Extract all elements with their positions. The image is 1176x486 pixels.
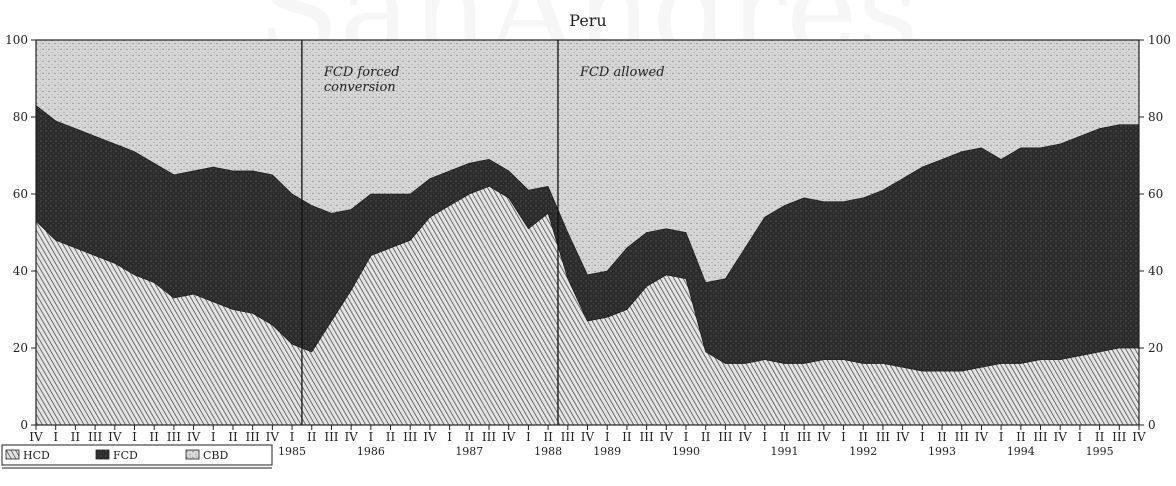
annotation-text: FCD forced [323, 65, 400, 80]
period-dividers [301, 40, 559, 425]
y-tick-label-right: 100 [1148, 33, 1171, 47]
year-label: 1992 [849, 445, 877, 458]
x-tick-label: III [797, 430, 811, 444]
y-tick-label-left: 40 [13, 264, 28, 278]
x-tick-label: IV [266, 430, 280, 444]
y-tick-label-left: 80 [13, 110, 28, 124]
y-tick-label-left: 0 [20, 418, 28, 432]
x-tick-label: III [639, 430, 653, 444]
x-tick-label: II [228, 430, 238, 444]
legend-label-fcd: FCD [113, 449, 138, 462]
x-tick-label: IV [738, 430, 752, 444]
x-tick-label: III [1033, 430, 1047, 444]
x-tick-label: IV [581, 430, 595, 444]
legend: HCD FCD CBD [1, 444, 273, 469]
x-tick-label: I [53, 430, 58, 444]
x-tick-label: II [307, 430, 317, 444]
x-tick-label: II [1016, 430, 1026, 444]
x-tick-label: IV [896, 430, 910, 444]
x-tick-label: IV [423, 430, 437, 444]
x-tick-label: II [780, 430, 790, 444]
x-tick-label: II [1095, 430, 1105, 444]
legend-label-hcd: HCD [23, 449, 50, 462]
x-tick-label: II [859, 430, 869, 444]
year-label: 1991 [770, 445, 798, 458]
x-tick-label: I [841, 430, 846, 444]
x-tick-label: IV [1132, 430, 1146, 444]
x-tick-label: IV [187, 430, 201, 444]
x-tick-label: II [386, 430, 396, 444]
x-tick-label: III [1112, 430, 1126, 444]
x-tick-label: I [368, 430, 373, 444]
y-axis-left: 0 20 40 60 80 100 [5, 33, 36, 432]
x-tick-label: II [71, 430, 81, 444]
year-label: 1985 [278, 445, 306, 458]
x-tick-label: III [876, 430, 890, 444]
legend-box [1, 444, 273, 466]
year-label: 1988 [534, 445, 562, 458]
year-label: 1989 [593, 445, 621, 458]
x-tick-label: I [211, 430, 216, 444]
legend-swatch-cbd [185, 449, 200, 460]
x-tick-label: III [167, 430, 181, 444]
legend-swatch-hcd [5, 449, 20, 460]
x-tick-label: III [324, 430, 338, 444]
x-tick-label: I [1078, 430, 1083, 444]
x-tick-label: I [447, 430, 452, 444]
x-tick-label: III [561, 430, 575, 444]
year-label: 1993 [928, 445, 956, 458]
x-tick-label: II [937, 430, 947, 444]
x-tick-label: II [701, 430, 711, 444]
x-tick-label: II [465, 430, 475, 444]
y-tick-label-right: 80 [1148, 110, 1163, 124]
x-tick-label: IV [817, 430, 831, 444]
annotation-text: FCD allowed [579, 65, 665, 80]
year-label: 1994 [1007, 445, 1035, 458]
y-tick-label-left: 60 [13, 187, 28, 201]
x-tick-label: I [762, 430, 767, 444]
x-tick-label: III [88, 430, 102, 444]
legend-swatch-fcd [95, 449, 110, 460]
x-tick-label: IV [108, 430, 122, 444]
x-tick-label: III [482, 430, 496, 444]
stacked-areas [35, 39, 1140, 426]
x-tick-label: IV [1054, 430, 1068, 444]
legend-label-cbd: CBD [203, 449, 229, 462]
year-label: 1990 [672, 445, 700, 458]
x-tick-label: IV [344, 430, 358, 444]
x-tick-label: I [920, 430, 925, 444]
x-tick-label: II [149, 430, 159, 444]
y-tick-label-right: 40 [1148, 264, 1163, 278]
x-tick-label: IV [29, 430, 43, 444]
x-tick-label: IV [660, 430, 674, 444]
x-tick-label: II [543, 430, 553, 444]
year-label: 1987 [455, 445, 483, 458]
y-axis-right: 0 20 40 60 80 100 [1139, 33, 1171, 432]
x-tick-label: I [605, 430, 610, 444]
y-tick-label-right: 0 [1148, 418, 1156, 432]
x-tick-label: I [999, 430, 1004, 444]
x-tick-label: III [246, 430, 260, 444]
x-tick-label: I [290, 430, 295, 444]
x-tick-label: II [622, 430, 632, 444]
annotation-text: conversion [324, 80, 396, 95]
x-tick-label: III [718, 430, 732, 444]
year-label: 1986 [357, 445, 385, 458]
x-tick-label: I [132, 430, 137, 444]
x-tick-label: III [403, 430, 417, 444]
year-label: 1995 [1086, 445, 1114, 458]
y-tick-label-left: 100 [5, 33, 28, 47]
x-tick-label: I [526, 430, 531, 444]
x-tick-label: IV [502, 430, 516, 444]
x-tick-label: I [684, 430, 689, 444]
x-tick-label: IV [975, 430, 989, 444]
chart-title: Peru [569, 11, 606, 30]
y-tick-label-left: 20 [13, 341, 28, 355]
x-tick-label: III [955, 430, 969, 444]
y-tick-label-right: 20 [1148, 341, 1163, 355]
y-tick-label-right: 60 [1148, 187, 1163, 201]
